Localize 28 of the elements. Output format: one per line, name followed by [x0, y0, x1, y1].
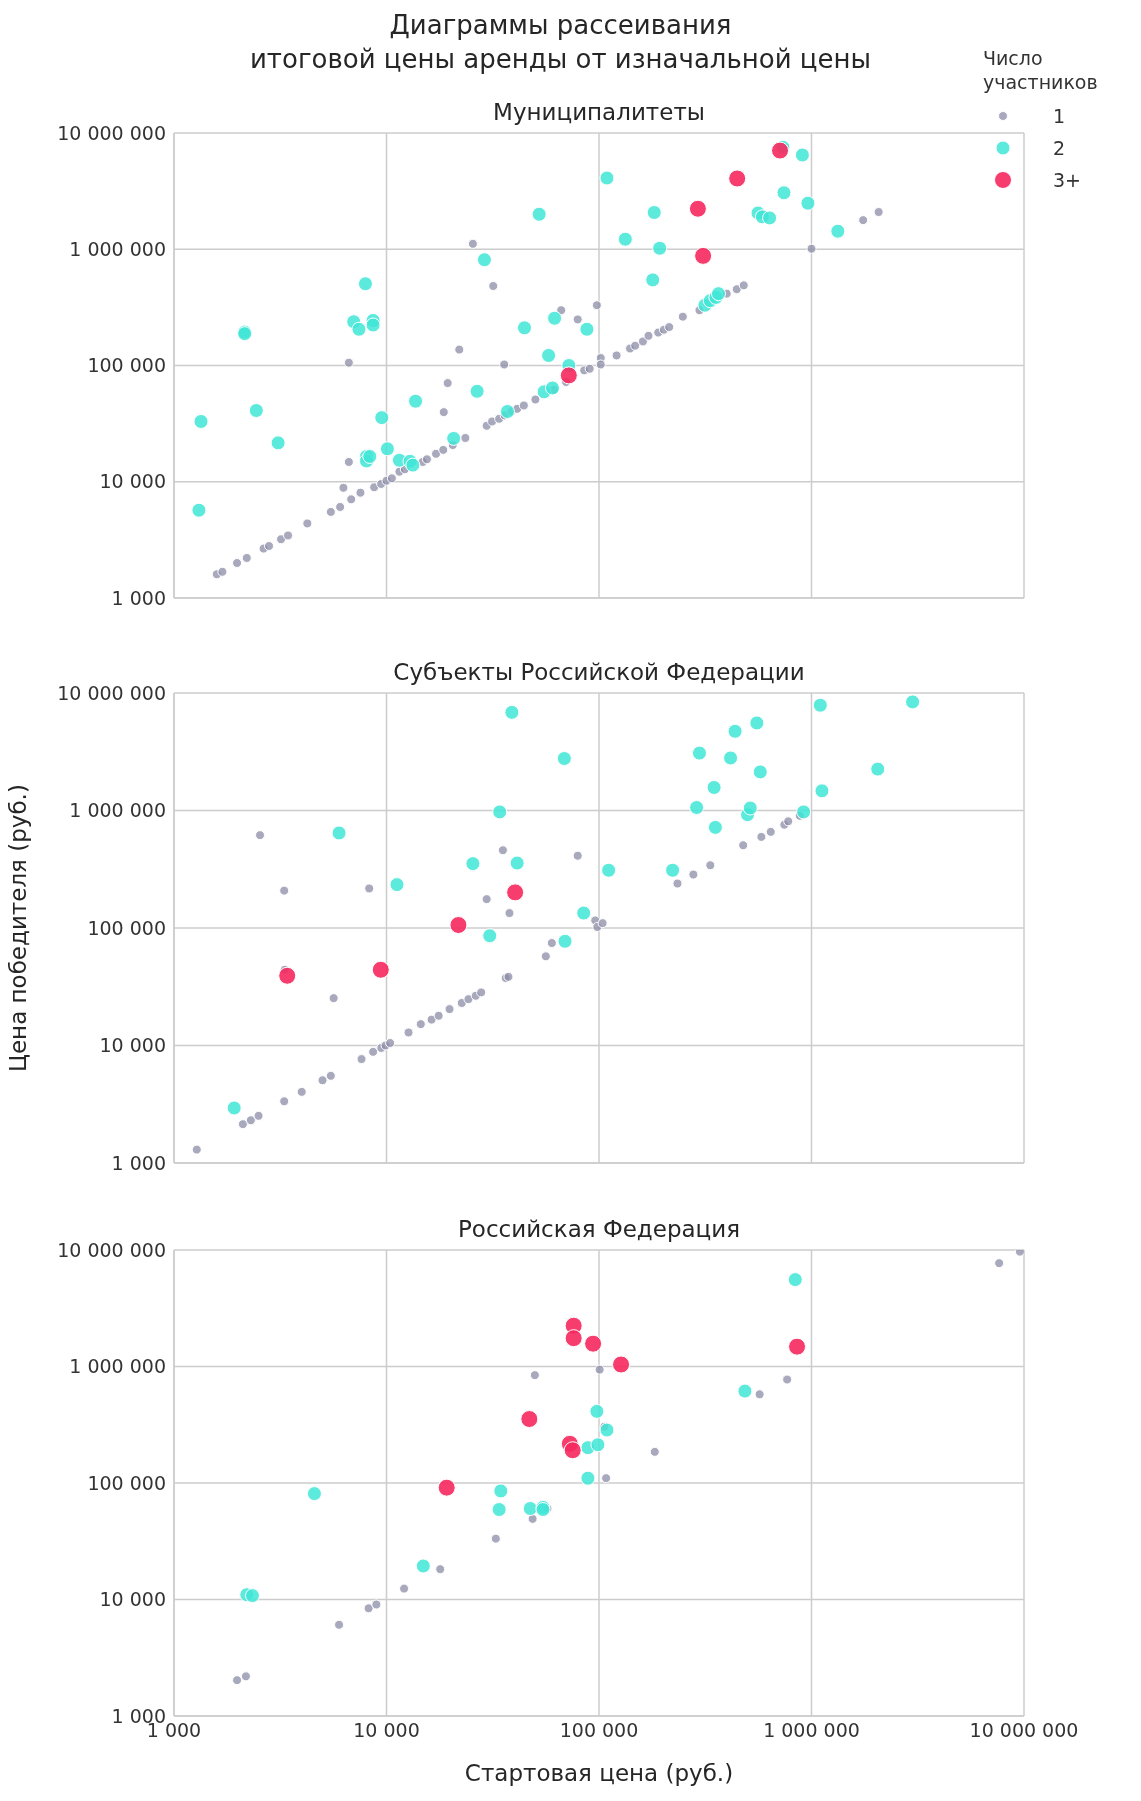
y-tick-label: 10 000 000 [57, 1238, 166, 1261]
y-tick-label: 1 000 000 [69, 799, 166, 822]
x-axis-title: Стартовая цена (руб.) [464, 1760, 734, 1786]
y-tick-label: 1 000 [111, 1151, 166, 1174]
x-tick-label: 100 000 [559, 1719, 639, 1742]
legend-title: Число участников [983, 46, 1099, 94]
chart-title: Российская Федерация [456, 1216, 741, 1242]
y-tick-label: 1 000 000 [69, 1355, 166, 1378]
legend-label: 3+ [1053, 169, 1082, 191]
y-tick-label: 10 000 [99, 470, 166, 493]
x-tick-label: 1 000 000 [763, 1719, 860, 1742]
chart-title: Диаграммы рассеивания итоговой цены аренды от изначальной цены [249, 10, 872, 74]
legend-label: 2 [1053, 137, 1066, 159]
y-tick-label: 100 000 [87, 1471, 166, 1494]
y-tick-label: 10 000 000 [57, 681, 166, 704]
y-tick-label: 1 000 000 [69, 237, 166, 260]
legend-label: 1 [1053, 105, 1066, 127]
y-tick-label: 1 000 [111, 586, 166, 609]
y-tick-label: 100 000 [87, 354, 166, 377]
y-tick-label: 10 000 [99, 1588, 166, 1611]
y-tick-label: 10 000 [99, 1034, 166, 1057]
y-tick-label: 100 000 [87, 916, 166, 939]
chart-subtitle: Муниципалитеты [492, 99, 706, 125]
x-tick-label: 10 000 [353, 1719, 420, 1742]
y-axis-title: Цена победителя (руб.) [5, 784, 32, 1072]
y-tick-label: 10 000 000 [57, 121, 166, 144]
chart-title: Субъекты Российской Федерации [392, 659, 806, 685]
x-tick-label: 10 000 000 [969, 1719, 1079, 1742]
